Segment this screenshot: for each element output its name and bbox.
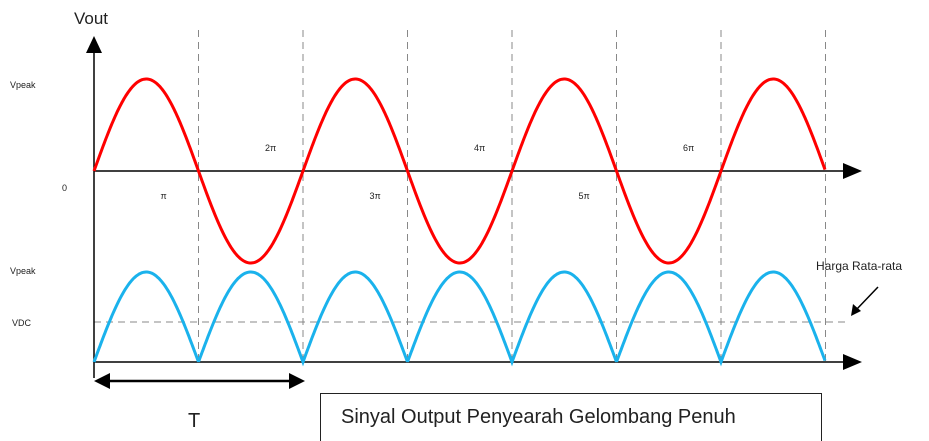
angle-labels: π 2π 3π 4π 5π 6π — [161, 143, 695, 201]
period-arrow-right-head — [289, 373, 305, 389]
average-value-pointer — [855, 286, 879, 311]
caption-text: Sinyal Output Penyearah Gelombang Penuh — [341, 406, 736, 428]
full-wave-rectified-output — [92, 270, 827, 367]
lower-x-axis-arrowhead — [843, 354, 862, 370]
origin-label: 0 — [62, 183, 67, 193]
angle-label-2: 2π — [265, 143, 276, 153]
period-guide-lines — [198, 30, 826, 362]
average-value-label: Harga Rata-rata — [816, 259, 902, 273]
caption-box: Sinyal Output Penyearah Gelombang Penuh — [320, 393, 822, 441]
period-label: T — [188, 410, 200, 432]
vout-label: Vout — [74, 9, 108, 28]
y-axis-arrowhead — [86, 36, 102, 53]
angle-label-4: 4π — [474, 143, 485, 153]
vdc-label: VDC — [12, 318, 32, 328]
angle-label-1: π — [161, 191, 167, 201]
period-arrow-left-head — [94, 373, 110, 389]
sine-wave-input — [92, 77, 827, 265]
vpeak-lower-label: Vpeak — [10, 266, 36, 276]
upper-x-axis-arrowhead — [843, 163, 862, 179]
angle-label-6: 6π — [683, 143, 694, 153]
vpeak-upper-label: Vpeak — [10, 80, 36, 90]
angle-label-5: 5π — [579, 191, 590, 201]
angle-label-3: 3π — [370, 191, 381, 201]
average-value-pointer-head — [851, 304, 861, 316]
